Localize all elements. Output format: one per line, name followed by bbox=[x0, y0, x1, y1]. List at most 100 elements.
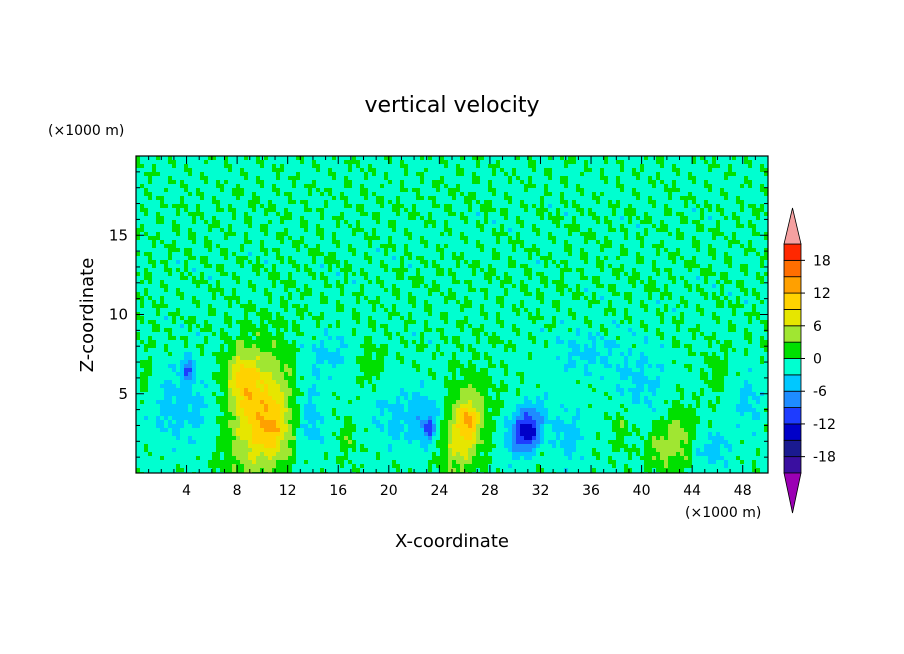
field-cell bbox=[584, 272, 588, 276]
field-cell bbox=[288, 180, 292, 184]
field-cell bbox=[748, 264, 752, 268]
field-cell bbox=[516, 164, 520, 168]
field-cell bbox=[316, 160, 320, 164]
field-cell bbox=[452, 160, 456, 164]
field-cell bbox=[564, 324, 568, 328]
field-cell bbox=[232, 196, 236, 200]
field-cell bbox=[564, 312, 568, 316]
field-cell bbox=[220, 244, 224, 248]
field-cell bbox=[464, 208, 468, 212]
field-cell bbox=[412, 224, 416, 228]
field-cell bbox=[696, 164, 700, 168]
field-cell bbox=[336, 296, 340, 300]
field-cell bbox=[604, 316, 608, 320]
field-cell bbox=[352, 276, 356, 280]
field-cell bbox=[620, 260, 624, 264]
field-cell bbox=[232, 320, 236, 324]
field-cell bbox=[564, 256, 568, 260]
field-cell bbox=[160, 168, 164, 172]
field-cell bbox=[460, 280, 464, 284]
field-cell bbox=[312, 236, 316, 240]
field-cell bbox=[708, 276, 712, 280]
field-cell bbox=[492, 292, 496, 296]
field-cell bbox=[692, 300, 696, 304]
field-cell bbox=[628, 272, 632, 276]
field-cell bbox=[576, 232, 580, 236]
field-cell bbox=[292, 204, 296, 208]
field-cell bbox=[456, 252, 460, 256]
field-cell bbox=[260, 176, 264, 180]
field-cell bbox=[420, 268, 424, 272]
field-cell bbox=[180, 192, 184, 196]
field-cell bbox=[664, 272, 668, 276]
field-cell bbox=[360, 236, 364, 240]
field-cell bbox=[168, 288, 172, 292]
field-cell bbox=[352, 180, 356, 184]
field-cell bbox=[540, 304, 544, 308]
field-cell bbox=[192, 252, 196, 256]
field-cell bbox=[644, 200, 648, 204]
field-cell bbox=[244, 252, 248, 256]
field-cell bbox=[300, 232, 304, 236]
field-cell bbox=[388, 192, 392, 196]
field-cell bbox=[308, 316, 312, 320]
field-cell bbox=[376, 292, 380, 296]
field-cell bbox=[148, 268, 152, 272]
field-cell bbox=[296, 216, 300, 220]
field-cell bbox=[260, 188, 264, 192]
field-cell bbox=[216, 272, 220, 276]
field-cell bbox=[752, 268, 756, 272]
field-cell bbox=[188, 260, 192, 264]
field-cell bbox=[256, 168, 260, 172]
field-cell bbox=[756, 164, 760, 168]
field-cell bbox=[216, 276, 220, 280]
field-cell bbox=[568, 208, 572, 212]
field-cell bbox=[416, 164, 420, 168]
field-cell bbox=[764, 284, 768, 288]
field-cell bbox=[232, 332, 236, 336]
field-cell bbox=[284, 224, 288, 228]
field-cell bbox=[176, 172, 180, 176]
field-cell bbox=[200, 332, 204, 336]
field-cell bbox=[588, 308, 592, 312]
field-cell bbox=[644, 300, 648, 304]
field-cell bbox=[620, 156, 624, 160]
field-cell bbox=[568, 304, 572, 308]
field-cell bbox=[600, 280, 604, 284]
field-cell bbox=[156, 240, 160, 244]
field-cell bbox=[716, 324, 720, 328]
field-cell bbox=[440, 164, 444, 168]
field-cell bbox=[180, 256, 184, 260]
field-cell bbox=[728, 252, 732, 256]
field-cell bbox=[496, 324, 500, 328]
field-cell bbox=[676, 268, 680, 272]
field-cell bbox=[284, 272, 288, 276]
field-cell bbox=[444, 248, 448, 252]
field-cell bbox=[276, 264, 280, 268]
field-cell bbox=[160, 184, 164, 188]
field-cell bbox=[500, 176, 504, 180]
field-cell bbox=[612, 248, 616, 252]
field-cell bbox=[572, 328, 576, 332]
field-cell bbox=[276, 244, 280, 248]
field-cell bbox=[688, 156, 692, 160]
field-cell bbox=[264, 276, 268, 280]
field-cell bbox=[584, 204, 588, 208]
field-cell bbox=[312, 168, 316, 172]
field-cell bbox=[308, 300, 312, 304]
field-cell bbox=[752, 156, 756, 160]
field-cell bbox=[684, 328, 688, 332]
field-cell bbox=[140, 308, 144, 312]
field-cell bbox=[404, 212, 408, 216]
field-cell bbox=[384, 184, 388, 188]
field-cell bbox=[252, 212, 256, 216]
field-cell bbox=[664, 244, 668, 248]
field-cell bbox=[436, 172, 440, 176]
field-cell bbox=[236, 240, 240, 244]
field-cell bbox=[476, 168, 480, 172]
field-cell bbox=[648, 224, 652, 228]
field-cell bbox=[388, 288, 392, 292]
field-cell bbox=[700, 328, 704, 332]
field-cell bbox=[568, 220, 572, 224]
field-cell bbox=[464, 172, 468, 176]
